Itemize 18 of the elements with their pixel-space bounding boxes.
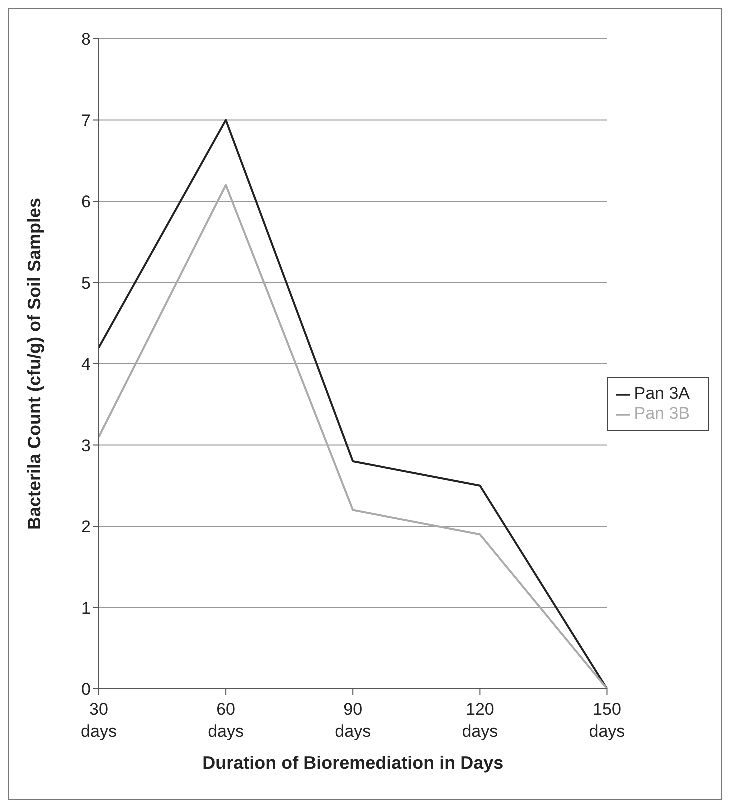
x-tick-label: 150 days bbox=[589, 700, 626, 741]
x-tick-label: 120 days bbox=[462, 700, 498, 741]
y-tick-label: 0 bbox=[82, 680, 91, 700]
y-tick-label: 8 bbox=[82, 30, 91, 50]
x-tick-label: 60 days bbox=[208, 700, 244, 741]
y-tick-label: 1 bbox=[82, 598, 91, 618]
x-axis-title: Duration of Bioremediation in Days bbox=[202, 753, 504, 773]
y-tick-label: 5 bbox=[82, 274, 91, 293]
x-tick-label: 90 days bbox=[335, 700, 372, 741]
x-tick-label: 30 days bbox=[81, 700, 117, 741]
legend-label: Pan 3B bbox=[634, 404, 690, 423]
y-tick-label: 4 bbox=[82, 355, 91, 374]
y-axis-title: Bacterila Count (cfu/g) of Soil Samples bbox=[24, 198, 44, 530]
y-tick-label: 3 bbox=[82, 436, 91, 456]
y-tick-label: 7 bbox=[82, 111, 91, 130]
y-tick-label: 2 bbox=[82, 518, 91, 537]
y-tick-label: 6 bbox=[82, 192, 91, 212]
legend-label: Pan 3A bbox=[634, 384, 690, 403]
